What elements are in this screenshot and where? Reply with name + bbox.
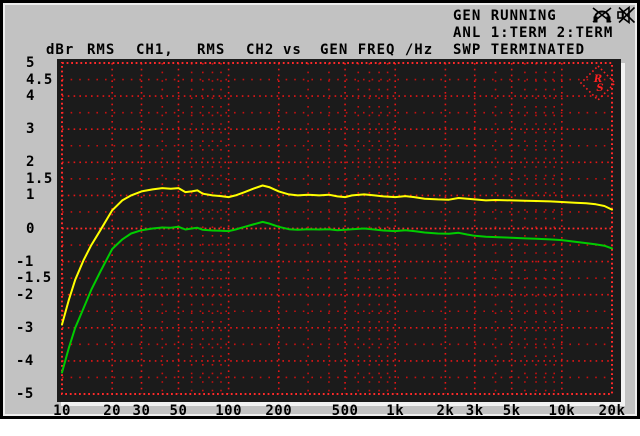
y-tick-label: -3 (16, 319, 34, 336)
trace1-function: RMS (87, 42, 116, 58)
x-tick-label: 100 (215, 403, 243, 419)
muted-headphones-icon (592, 7, 612, 23)
x-tick-label: 50 (169, 403, 188, 419)
plot-area: R S (57, 59, 621, 402)
x-tick-label: 30 (132, 403, 151, 419)
x-tick-label: 10 (53, 403, 71, 419)
trace1-channel: CH1, (136, 42, 174, 58)
y-tick-label: 4 (26, 88, 35, 105)
footer-strip: © KenRockwell.com Aug 19 2014 Tue 11:24:… (0, 419, 640, 436)
y-tick-label: -1.5 (16, 270, 52, 287)
y-tick-label: 3 (26, 121, 35, 138)
y-tick-label: -2 (16, 286, 34, 303)
y-tick-label: -4 (16, 352, 34, 369)
svg-text:R: R (593, 74, 602, 85)
y-unit-label: dBr (46, 42, 75, 58)
x-tick-label: 500 (331, 403, 359, 419)
x-tick-label: 200 (265, 403, 293, 419)
y-tick-label: 5 (26, 55, 35, 71)
versus-label: vs (283, 42, 302, 58)
y-tick-label: 1 (26, 187, 35, 204)
trace-ch2 (61, 220, 613, 374)
y-tick-label: 1.5 (26, 170, 53, 187)
rs-logo: R S (579, 64, 617, 102)
plot-border (61, 62, 613, 395)
svg-text:S: S (596, 83, 603, 94)
instrument-screen: GEN RUNNING ANL 1:TERM 2:TERM SWP TERMIN… (0, 0, 640, 419)
status-analyzer: ANL 1:TERM 2:TERM (453, 25, 614, 41)
y-tick-label: -1 (16, 253, 34, 270)
x-tick-label: 5k (502, 403, 521, 419)
y-tick-label: -5 (16, 386, 34, 402)
trace2-channel: CH2 (246, 42, 275, 58)
frequency-response-chart (61, 62, 613, 395)
x-tick-label: 3k (465, 403, 484, 419)
trace-ch1 (61, 184, 613, 326)
x-tick-label: 2k (436, 403, 455, 419)
x-axis-title: GEN FREQ /Hz (320, 42, 434, 58)
x-tick-label: 10k (548, 403, 576, 419)
trace2-function: RMS (197, 42, 226, 58)
y-tick-label: 2 (26, 154, 35, 171)
muted-speaker-icon (617, 6, 636, 24)
y-tick-label: 4.5 (26, 71, 53, 88)
x-tick-label: 20k (598, 403, 626, 419)
status-generator: GEN RUNNING (453, 8, 557, 24)
x-tick-label: 20 (103, 403, 122, 419)
status-sweep: SWP TERMINATED (453, 42, 586, 58)
x-tick-label: 1k (386, 403, 405, 419)
y-tick-label: 0 (26, 220, 35, 237)
